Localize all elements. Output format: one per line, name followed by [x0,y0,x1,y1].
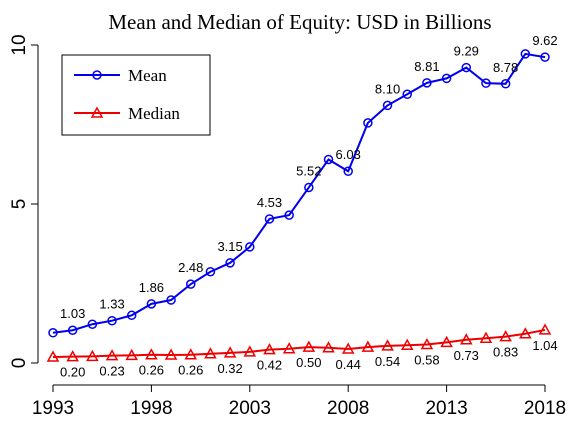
point [245,242,255,252]
point [540,52,550,62]
point [381,339,394,351]
value-label: 1.03 [60,306,85,321]
point [460,333,473,345]
legend-box [61,54,211,136]
value-label: 0.54 [375,354,400,369]
legend-marker [90,106,104,118]
point [126,310,137,321]
point [323,154,334,165]
point [400,338,414,350]
point [479,331,493,343]
value-label: 0.58 [414,353,439,368]
point [86,349,99,362]
point [204,347,217,359]
point [186,279,196,289]
value-label: 8.10 [375,81,400,96]
point [440,335,453,348]
value-label: 1.04 [532,338,557,353]
value-label: 9.29 [454,44,479,59]
legend-label: Median [128,104,180,123]
legend-label: Mean [128,66,167,85]
point [264,214,275,224]
point [87,319,98,329]
point [243,345,257,357]
value-label: 1.86 [139,280,164,295]
x-tick-label: 1998 [130,398,172,419]
value-label: 2.48 [178,260,203,275]
point [322,341,335,353]
value-label: 0.26 [139,363,164,378]
chart-title: Mean and Median of Equity: USD in Billio… [108,10,491,34]
point [402,89,412,100]
point [284,210,294,220]
point [205,266,216,277]
point [107,315,117,326]
x-tick-label: 1993 [32,398,74,419]
point [166,295,176,305]
point [361,340,375,352]
point [67,325,78,335]
point [382,100,393,111]
point [461,62,472,73]
point [304,182,314,193]
value-label: 0.26 [178,363,203,378]
point [420,338,434,350]
x-tick-label: 2013 [425,398,467,419]
point [146,299,157,309]
point [225,258,235,268]
value-label: 9.62 [532,33,557,48]
y-tick-label: 5 [9,199,30,210]
value-label: 0.50 [296,355,321,370]
point [500,79,511,89]
value-label: 0.83 [493,345,518,360]
point [184,348,198,360]
point [263,343,276,355]
point [223,346,237,358]
value-label: 0.20 [60,365,85,380]
x-tick-label: 2018 [524,398,566,419]
value-label: 5.52 [296,163,321,178]
point [519,327,532,339]
point [520,49,531,59]
point [302,340,316,352]
point [66,350,79,362]
x-tick-label: 2008 [327,398,369,419]
point [145,348,158,360]
point [441,73,452,84]
point [125,348,138,361]
point [341,342,355,354]
point [481,78,491,88]
point [282,342,296,354]
y-tick-label: 10 [9,34,30,55]
value-label: 0.32 [217,361,242,376]
value-label: 8.78 [493,60,518,75]
point [164,348,178,360]
y-tick-label: 0 [9,358,30,369]
point [48,328,58,338]
value-label: 0.23 [99,364,124,379]
point [538,323,552,335]
value-label: 1.33 [99,297,124,312]
value-label: 6.03 [336,147,361,162]
value-label: 0.42 [257,358,282,373]
value-label: 4.53 [257,195,282,210]
value-label: 0.73 [454,348,479,363]
value-label: 3.15 [217,239,242,254]
point [363,118,373,128]
point [499,330,512,342]
point [343,166,353,176]
point [422,78,432,88]
point [46,350,60,362]
value-label: 8.81 [414,59,439,74]
legend-marker [92,70,102,80]
x-tick-label: 2003 [229,398,271,419]
value-label: 0.44 [336,357,361,372]
point [105,349,119,361]
